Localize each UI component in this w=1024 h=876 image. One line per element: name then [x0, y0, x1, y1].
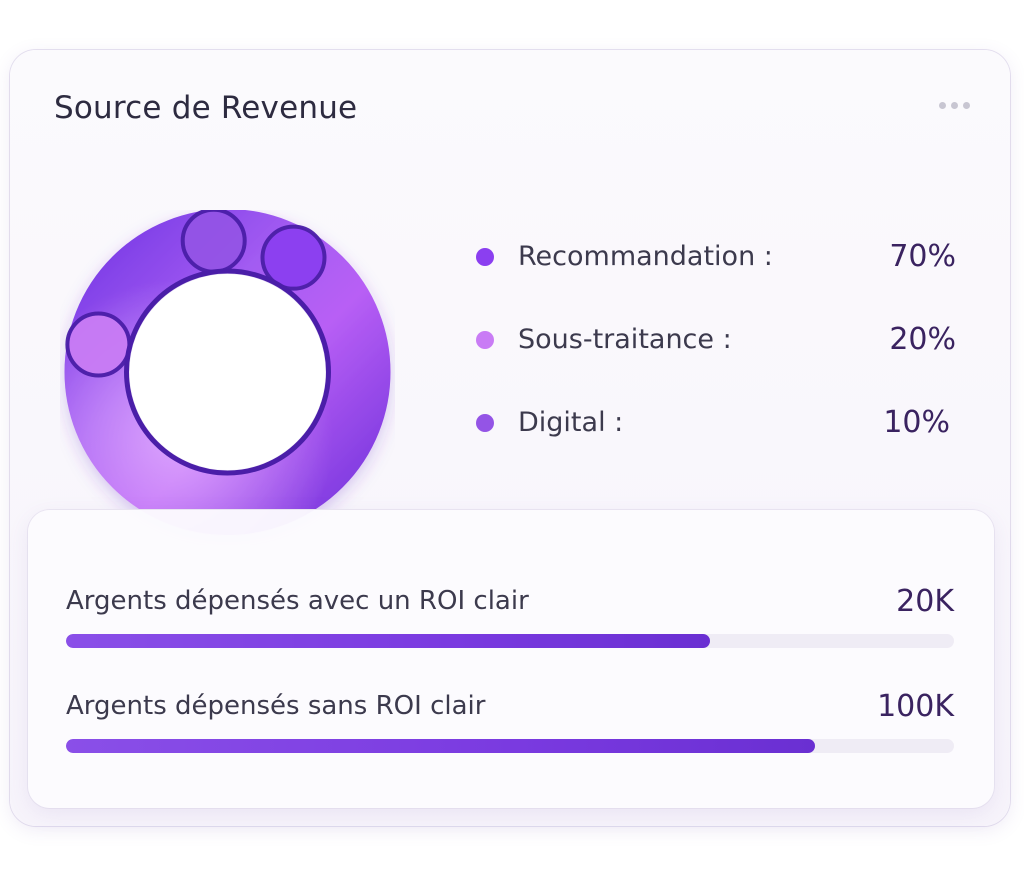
spending-value: 20K — [896, 584, 954, 619]
legend-dot-icon — [476, 413, 494, 432]
legend-item-digital: Digital : 10% — [476, 381, 956, 464]
legend-item-sous-traitance: Sous-traitance : 20% — [476, 298, 956, 381]
legend-label: Digital : — [518, 407, 624, 438]
revenue-source-card: Source de Revenue — [10, 50, 1010, 826]
more-dot — [951, 102, 958, 109]
progress-track — [66, 739, 954, 753]
more-dot — [963, 102, 970, 109]
donut-segment-cap — [180, 210, 247, 274]
legend-dot-icon — [476, 330, 494, 349]
spending-item-with-roi: Argents dépensés avec un ROI clair 20K — [66, 584, 954, 648]
spending-panel: Argents dépensés avec un ROI clair 20K A… — [28, 510, 994, 808]
donut-legend: Recommandation : 70% Sous-traitance : 20… — [476, 215, 956, 464]
revenue-donut-chart — [64, 210, 391, 535]
more-options-icon[interactable] — [939, 102, 970, 109]
legend-dot-icon — [476, 247, 494, 266]
donut-segment-cap — [65, 311, 132, 378]
legend-value: 70% — [889, 239, 956, 274]
legend-item-recommandation: Recommandation : 70% — [476, 215, 956, 298]
progress-fill — [66, 634, 710, 648]
legend-value: 20% — [889, 322, 956, 357]
progress-fill — [66, 739, 815, 753]
legend-value: 10% — [883, 405, 950, 440]
donut-segment-cap — [260, 224, 327, 291]
card-title: Source de Revenue — [54, 90, 358, 126]
spending-label: Argents dépensés avec un ROI clair — [66, 586, 529, 616]
more-dot — [939, 102, 946, 109]
spending-label: Argents dépensés sans ROI clair — [66, 691, 486, 721]
legend-label: Sous-traitance : — [518, 324, 732, 355]
legend-label: Recommandation : — [518, 241, 773, 272]
spending-item-without-roi: Argents dépensés sans ROI clair 100K — [66, 689, 954, 753]
spending-value: 100K — [877, 689, 954, 724]
progress-track — [66, 634, 954, 648]
